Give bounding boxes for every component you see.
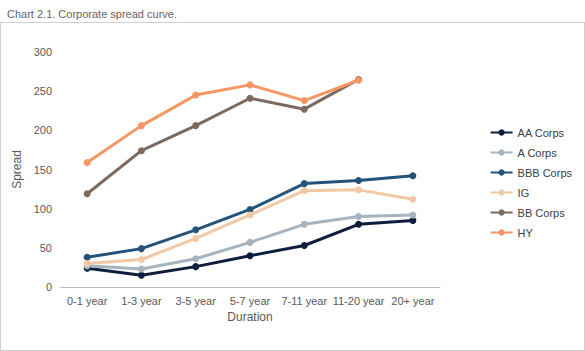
svg-text:300: 300 bbox=[34, 46, 52, 58]
svg-text:Spread: Spread bbox=[10, 150, 24, 189]
svg-text:11-20 year: 11-20 year bbox=[333, 295, 385, 307]
svg-text:A Corps: A Corps bbox=[518, 147, 558, 159]
svg-text:0: 0 bbox=[46, 281, 52, 293]
svg-text:5-7 year: 5-7 year bbox=[230, 295, 271, 307]
svg-text:50: 50 bbox=[40, 242, 52, 254]
svg-text:150: 150 bbox=[34, 164, 52, 176]
svg-text:100: 100 bbox=[34, 203, 52, 215]
svg-text:BB Corps: BB Corps bbox=[518, 207, 566, 219]
svg-text:AA Corps: AA Corps bbox=[518, 127, 565, 139]
svg-text:250: 250 bbox=[34, 85, 52, 97]
svg-text:IG: IG bbox=[518, 187, 530, 199]
svg-text:20+ year: 20+ year bbox=[391, 295, 434, 307]
svg-text:3-5 year: 3-5 year bbox=[176, 295, 217, 307]
svg-text:0-1 year: 0-1 year bbox=[67, 295, 108, 307]
svg-text:Duration: Duration bbox=[227, 310, 272, 324]
svg-text:BBB Corps: BBB Corps bbox=[518, 167, 573, 179]
svg-text:200: 200 bbox=[34, 124, 52, 136]
svg-text:Chart 2.1. Corporate spread cu: Chart 2.1. Corporate spread curve. bbox=[7, 8, 177, 20]
svg-text:HY: HY bbox=[518, 227, 534, 239]
svg-text:1-3 year: 1-3 year bbox=[121, 295, 162, 307]
svg-text:7-11 year: 7-11 year bbox=[281, 295, 327, 307]
